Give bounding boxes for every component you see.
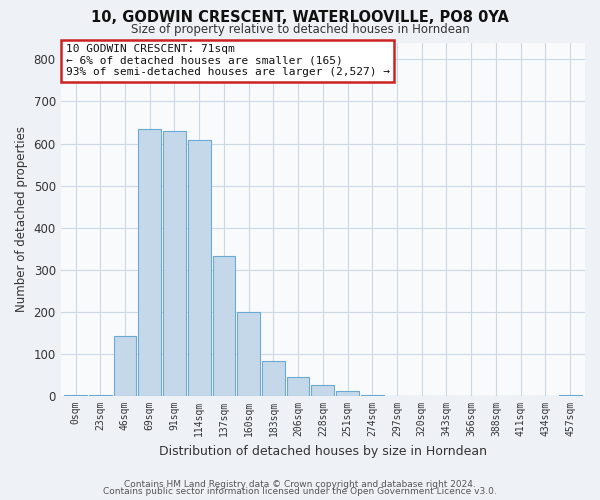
Bar bbox=[139, 129, 161, 396]
Bar bbox=[163, 131, 186, 396]
Bar bbox=[113, 336, 136, 396]
Bar bbox=[361, 395, 383, 396]
Text: Contains public sector information licensed under the Open Government Licence v3: Contains public sector information licen… bbox=[103, 487, 497, 496]
Bar bbox=[262, 361, 285, 396]
Bar bbox=[89, 395, 112, 396]
Bar bbox=[311, 384, 334, 396]
Bar bbox=[287, 376, 310, 396]
Text: 10 GODWIN CRESCENT: 71sqm
← 6% of detached houses are smaller (165)
93% of semi-: 10 GODWIN CRESCENT: 71sqm ← 6% of detach… bbox=[66, 44, 390, 78]
Bar bbox=[212, 256, 235, 396]
Bar bbox=[336, 391, 359, 396]
Bar bbox=[188, 140, 211, 396]
Bar bbox=[237, 312, 260, 396]
Text: 10, GODWIN CRESCENT, WATERLOOVILLE, PO8 0YA: 10, GODWIN CRESCENT, WATERLOOVILLE, PO8 … bbox=[91, 10, 509, 25]
Text: Size of property relative to detached houses in Horndean: Size of property relative to detached ho… bbox=[131, 22, 469, 36]
Text: Contains HM Land Registry data © Crown copyright and database right 2024.: Contains HM Land Registry data © Crown c… bbox=[124, 480, 476, 489]
X-axis label: Distribution of detached houses by size in Horndean: Distribution of detached houses by size … bbox=[159, 444, 487, 458]
Bar bbox=[64, 395, 87, 396]
Bar bbox=[559, 395, 581, 396]
Y-axis label: Number of detached properties: Number of detached properties bbox=[15, 126, 28, 312]
